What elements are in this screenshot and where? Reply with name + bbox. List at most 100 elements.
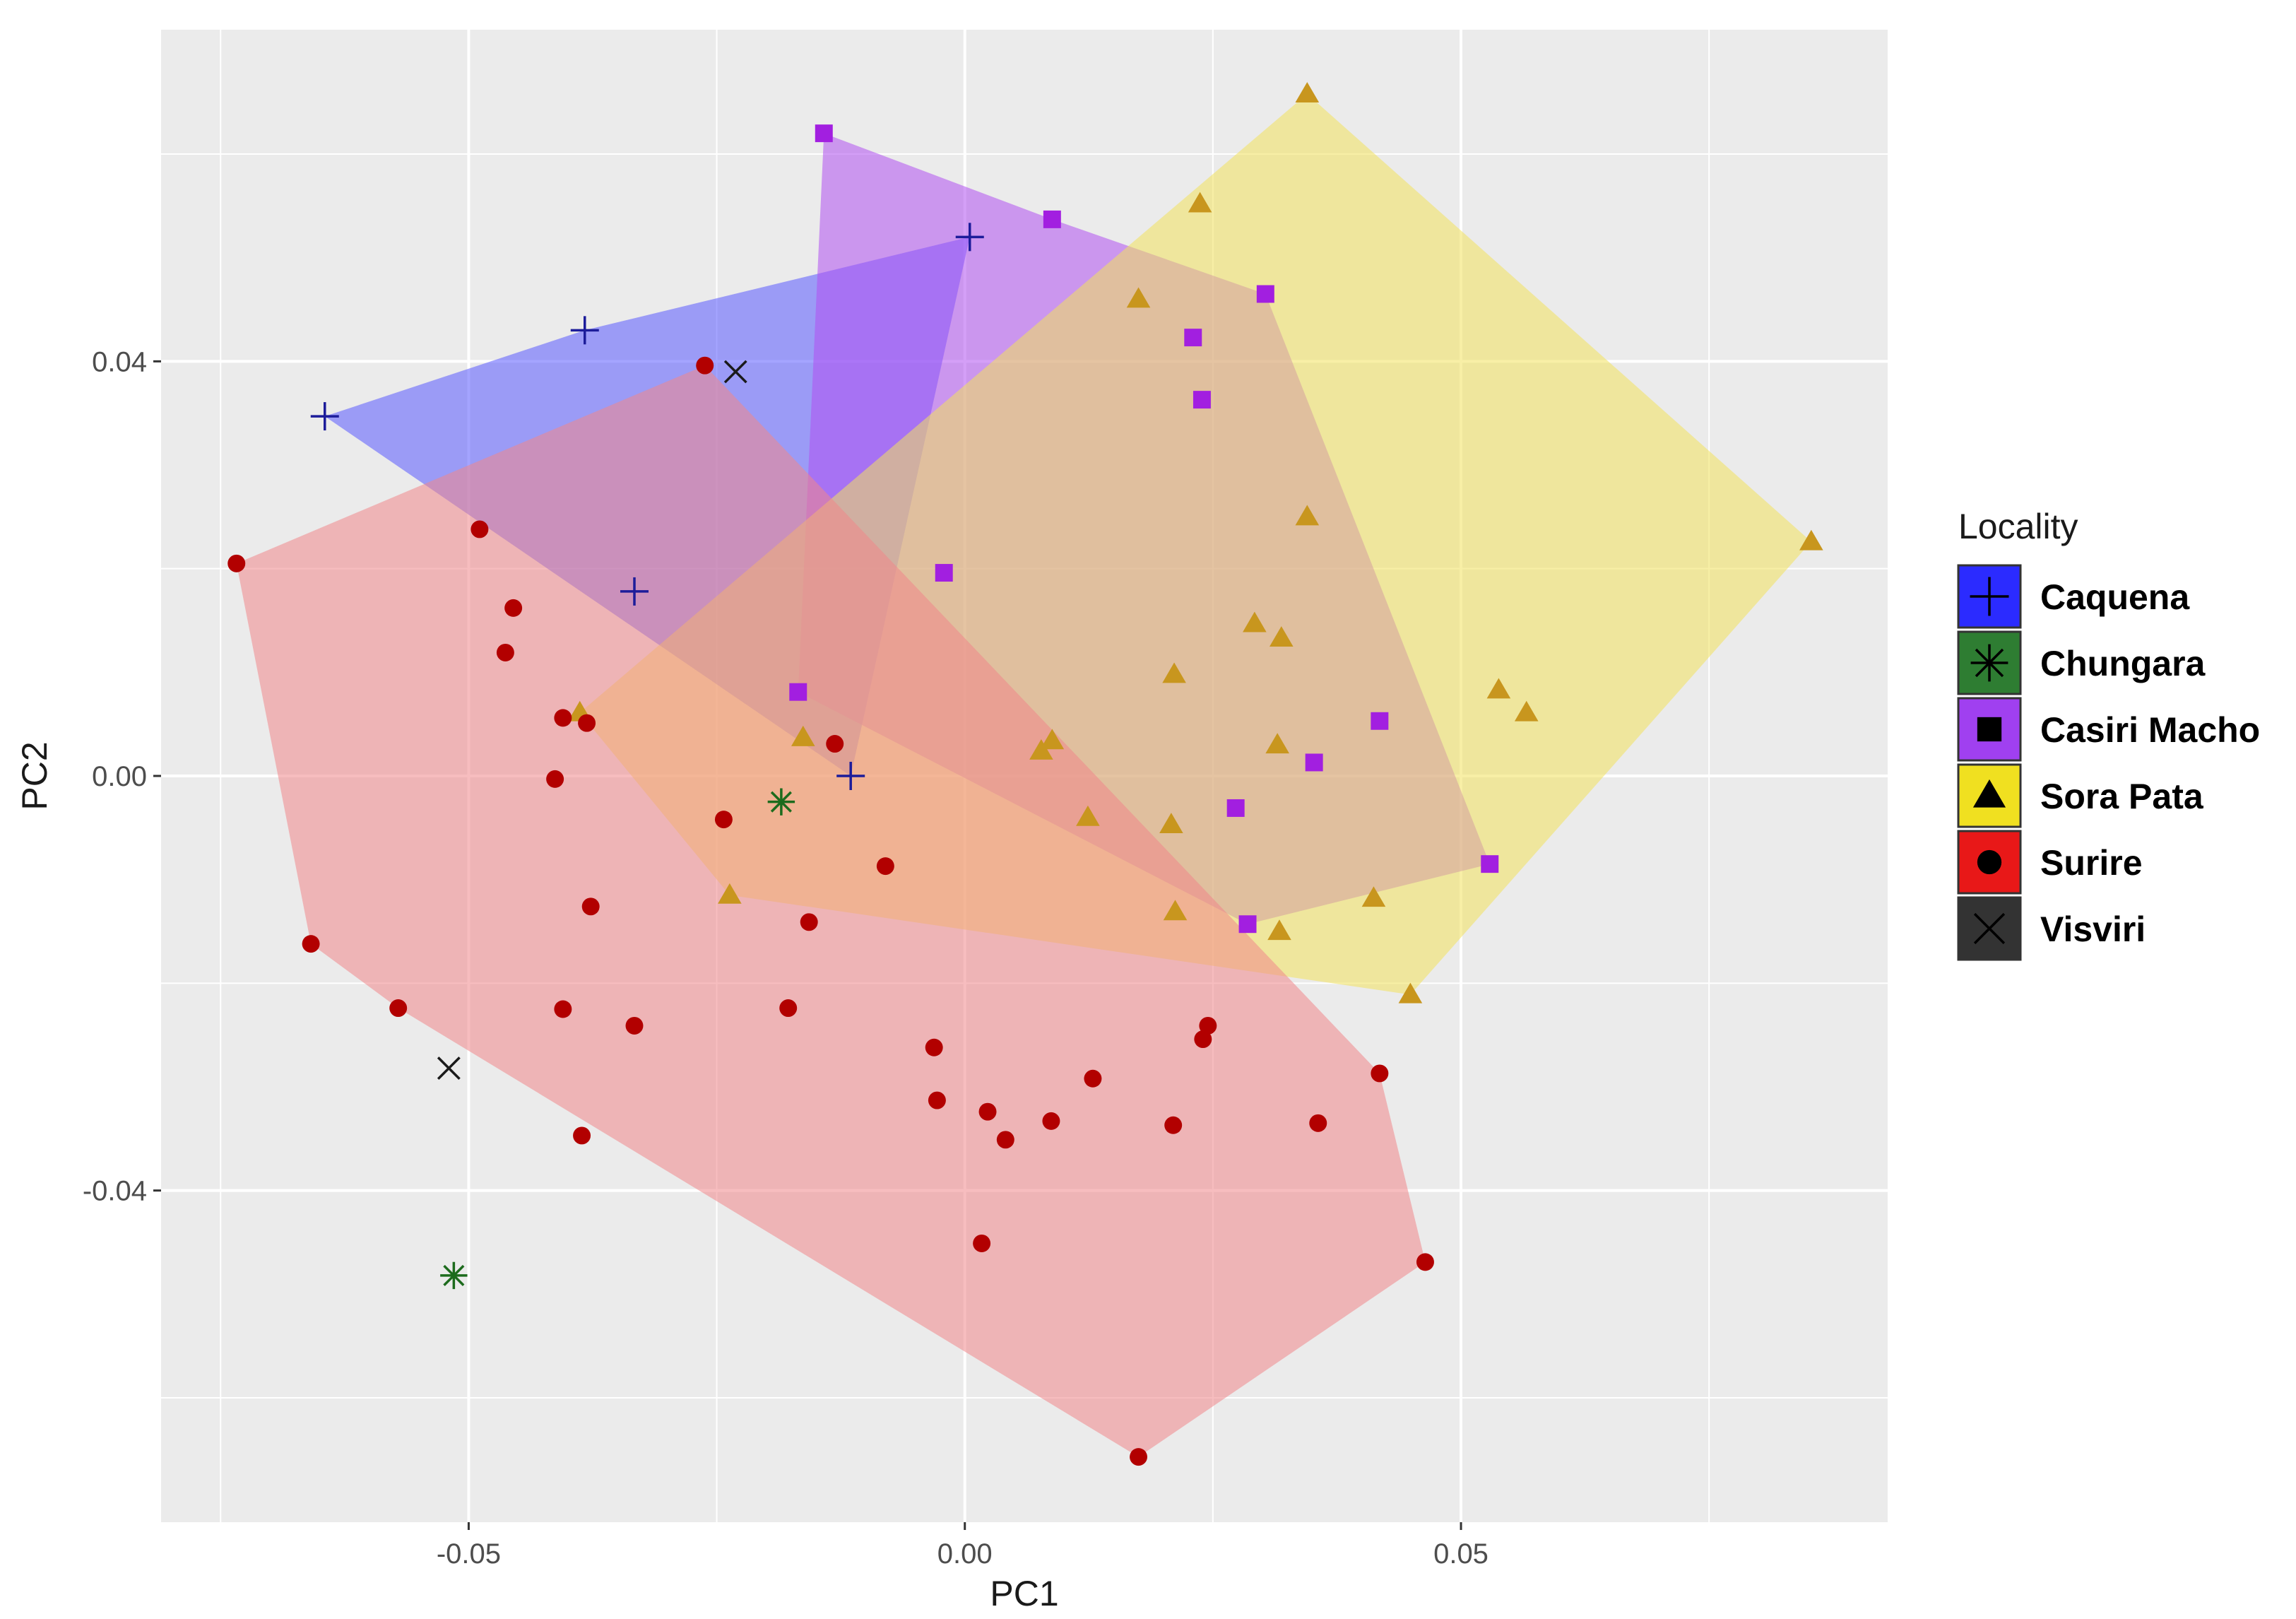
point-surire bbox=[928, 1091, 946, 1109]
point-casiri-macho bbox=[935, 564, 953, 582]
point-casiri-macho bbox=[1043, 210, 1061, 228]
point-sora-pata bbox=[1265, 733, 1289, 754]
point-sora-pata bbox=[1269, 626, 1294, 647]
point-sora-pata bbox=[1029, 739, 1053, 760]
point-sora-pata bbox=[1514, 700, 1539, 722]
point-surire bbox=[1164, 1116, 1183, 1134]
point-surire bbox=[996, 1131, 1014, 1149]
point-surire bbox=[1416, 1253, 1434, 1271]
legend-item-sora-pata: Sora Pata bbox=[1957, 763, 2204, 828]
point-casiri-macho bbox=[1305, 753, 1323, 772]
legend-item-surire: Surire bbox=[1957, 830, 2143, 895]
point-surire bbox=[925, 1038, 943, 1056]
legend-item-caquena: Caquena bbox=[1957, 564, 2190, 629]
point-surire bbox=[1084, 1069, 1102, 1088]
legend-label-chungara: Chungara bbox=[2040, 644, 2206, 683]
point-chungara bbox=[767, 788, 795, 816]
point-sora-pata bbox=[1799, 529, 1823, 551]
point-surire bbox=[978, 1102, 997, 1121]
legend-key-surire bbox=[1957, 830, 2022, 895]
point-caquena bbox=[955, 223, 984, 252]
y-tick-label: -0.04 bbox=[83, 1176, 147, 1207]
point-caquena bbox=[310, 402, 339, 431]
point-sora-pata bbox=[1076, 805, 1100, 826]
point-casiri-macho bbox=[1193, 391, 1211, 409]
point-sora-pata bbox=[1162, 662, 1186, 683]
point-caquena bbox=[620, 577, 649, 606]
point-caquena bbox=[570, 316, 599, 345]
legend-label-surire: Surire bbox=[2040, 843, 2143, 883]
point-surire bbox=[581, 897, 600, 916]
point-visviri bbox=[437, 1056, 461, 1081]
point-sora-pata bbox=[1486, 678, 1511, 699]
point-sora-pata bbox=[1243, 611, 1267, 632]
point-surire bbox=[714, 811, 733, 829]
point-sora-pata bbox=[1159, 813, 1183, 834]
hull-surire bbox=[236, 365, 1426, 1457]
point-surire bbox=[1199, 1016, 1217, 1035]
point-surire bbox=[696, 356, 714, 375]
point-surire bbox=[625, 1016, 644, 1035]
point-casiri-macho bbox=[1371, 712, 1389, 730]
point-sora-pata bbox=[1361, 886, 1386, 907]
legend-symbol-chungara bbox=[1970, 644, 2008, 682]
point-casiri-macho bbox=[1238, 915, 1257, 934]
point-surire bbox=[573, 1126, 591, 1145]
point-sora-pata bbox=[1188, 192, 1212, 213]
point-surire bbox=[302, 935, 320, 953]
point-surire bbox=[554, 709, 572, 727]
point-surire bbox=[1042, 1112, 1060, 1130]
point-visviri bbox=[723, 360, 747, 384]
legend-item-visviri: Visviri bbox=[1957, 896, 2146, 961]
point-sora-pata bbox=[1295, 505, 1320, 526]
y-tick-label: 0.00 bbox=[92, 761, 147, 792]
point-casiri-macho bbox=[1184, 329, 1202, 347]
point-casiri-macho bbox=[815, 124, 833, 143]
x-tick-label: -0.05 bbox=[437, 1538, 501, 1570]
point-surire bbox=[546, 770, 564, 788]
point-sora-pata bbox=[1295, 82, 1320, 103]
point-surire bbox=[471, 520, 489, 538]
legend-item-casiri-macho: Casiri Macho bbox=[1957, 697, 2260, 762]
point-casiri-macho bbox=[1256, 285, 1274, 303]
legend-label-casiri-macho: Casiri Macho bbox=[2040, 710, 2260, 750]
point-surire bbox=[554, 1000, 572, 1018]
legend-symbol-sora-pata bbox=[1972, 779, 2006, 808]
legend-label-visviri: Visviri bbox=[2040, 909, 2146, 949]
legend-title: Locality bbox=[1958, 507, 2078, 546]
point-casiri-macho bbox=[1481, 855, 1499, 873]
points-layer bbox=[227, 82, 1823, 1466]
point-sora-pata bbox=[1163, 900, 1188, 921]
y-axis-title: PC2 bbox=[15, 741, 54, 810]
y-axis: -0.04 0.00 0.04 bbox=[83, 346, 161, 1207]
legend-item-chungara: Chungara bbox=[1957, 630, 2206, 695]
point-surire bbox=[1130, 1448, 1148, 1466]
point-sora-pata bbox=[1040, 729, 1065, 750]
point-surire bbox=[1309, 1114, 1327, 1132]
point-surire bbox=[578, 714, 596, 732]
point-surire bbox=[973, 1234, 991, 1252]
point-surire bbox=[1371, 1064, 1389, 1083]
x-axis: -0.05 0.00 0.05 bbox=[437, 1522, 1489, 1570]
y-tick-label: 0.04 bbox=[92, 346, 147, 377]
x-tick-label: 0.05 bbox=[1433, 1538, 1489, 1570]
point-sora-pata bbox=[1398, 982, 1423, 1003]
point-casiri-macho bbox=[1226, 799, 1245, 817]
point-sora-pata bbox=[718, 883, 742, 904]
point-surire bbox=[779, 999, 798, 1018]
point-sora-pata bbox=[1126, 287, 1151, 308]
point-surire bbox=[1194, 1030, 1212, 1049]
x-tick-label: 0.00 bbox=[937, 1538, 993, 1570]
legend-symbol-casiri-macho bbox=[1977, 717, 2002, 742]
point-surire bbox=[876, 857, 894, 876]
point-surire bbox=[389, 999, 408, 1018]
point-surire bbox=[504, 599, 523, 617]
point-surire bbox=[227, 554, 246, 572]
legend-key-visviri bbox=[1957, 896, 2022, 961]
x-axis-title: PC1 bbox=[990, 1574, 1058, 1613]
point-chungara bbox=[440, 1261, 468, 1290]
legend-label-sora-pata: Sora Pata bbox=[2040, 777, 2204, 816]
point-casiri-macho bbox=[789, 683, 807, 701]
hull-layer bbox=[236, 93, 1811, 1457]
